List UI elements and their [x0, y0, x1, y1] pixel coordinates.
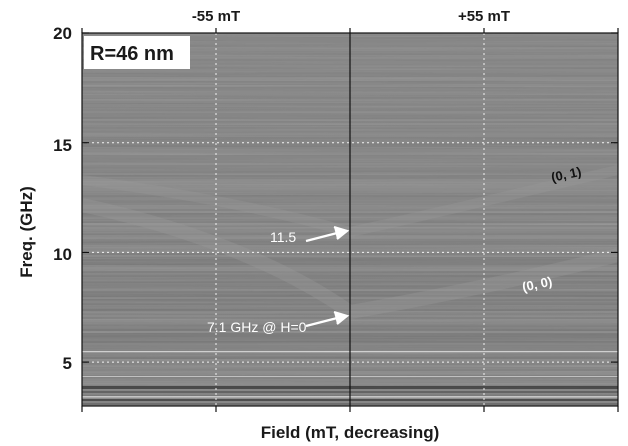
arrow-icon — [305, 310, 350, 328]
top-label-positive-field: +55 mT — [458, 8, 510, 25]
grid — [82, 33, 618, 406]
y-tick-label: 20 — [53, 24, 72, 43]
x-axis-title: Field (mT, decreasing) — [261, 423, 440, 442]
y-axis-title: Freq. (GHz) — [17, 186, 36, 278]
mode-label-0-1: (0, 1) — [550, 164, 583, 185]
top-label-negative-field: -55 mT — [192, 8, 240, 25]
annotation-7-1-ghz: 7.1 GHz @ H=0 — [207, 319, 307, 335]
y-tick-label: 10 — [53, 245, 72, 264]
y-tick-label: 15 — [53, 136, 72, 155]
mode-label-0-0: (0, 0) — [521, 274, 554, 295]
inset-label-box — [84, 36, 190, 69]
annotation-11-5: 11.5 — [270, 229, 296, 245]
inset-label: R=46 nm — [90, 43, 174, 65]
arrow-icon — [305, 225, 350, 243]
y-tick-label: 5 — [63, 354, 72, 373]
axis-ticks — [81, 28, 619, 412]
